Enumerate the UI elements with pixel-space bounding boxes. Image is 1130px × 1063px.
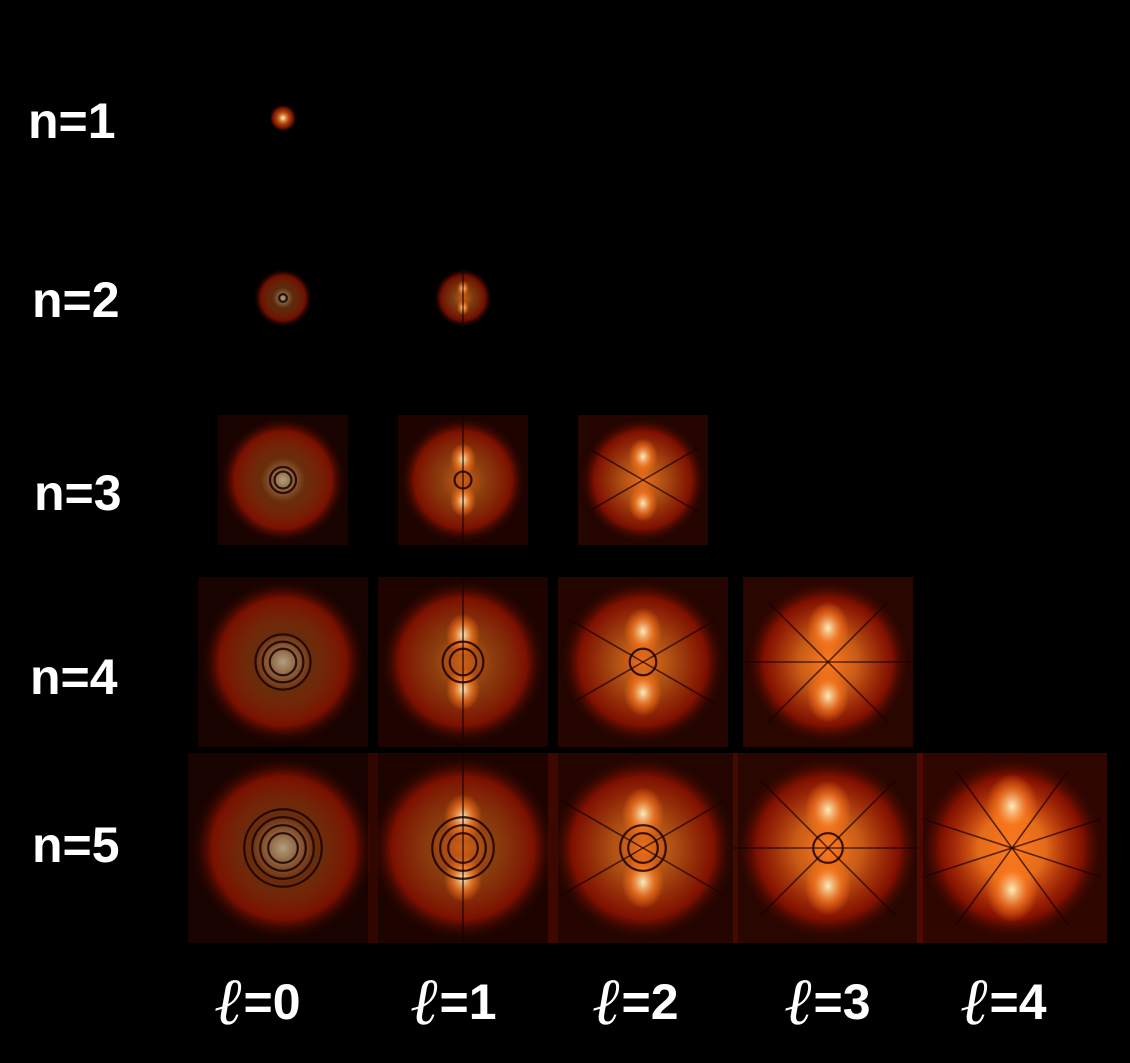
angular-node-line (586, 446, 700, 514)
ell-symbol: ℓ (960, 963, 988, 1040)
radial-node-ring (619, 824, 667, 872)
orbital-n2-l0 (253, 268, 313, 328)
radial-node-ring (273, 470, 293, 490)
radial-node-ring (278, 293, 289, 304)
orbital-lobe (986, 857, 1038, 923)
ell-symbol: ℓ (214, 963, 242, 1040)
col-label-value: =4 (989, 974, 1047, 1030)
orbital-glow (269, 104, 297, 132)
col-label-l0: ℓ=0 (214, 963, 301, 1040)
orbital-n4-l2 (558, 577, 728, 747)
orbital-glow (188, 753, 378, 943)
orbital-n4-l3 (743, 577, 913, 747)
col-label-l4: ℓ=4 (960, 963, 1047, 1040)
orbital-n5-l0 (188, 753, 378, 943)
orbital-lobe (623, 668, 663, 717)
radial-node-ring (259, 824, 307, 872)
radial-node-ring (268, 465, 298, 495)
row-label-n2: n=2 (32, 272, 120, 328)
orbital-glow (218, 415, 348, 545)
orbital-lobe (806, 669, 850, 723)
angular-node-line (568, 618, 718, 706)
col-label-value: =0 (243, 974, 301, 1030)
radial-node-ring (627, 832, 659, 864)
ell-symbol: ℓ (784, 963, 812, 1040)
radial-node-ring (251, 816, 315, 880)
col-label-l3: ℓ=3 (784, 963, 871, 1040)
row-label-n1: n=1 (28, 93, 116, 149)
row-label-n3: n=3 (34, 465, 122, 521)
orbital-glow (253, 268, 313, 328)
orbital-lobe (804, 856, 852, 916)
row-label-n4: n=4 (30, 649, 118, 705)
orbital-n5-l1 (368, 753, 558, 943)
orbital-lobe (804, 780, 852, 840)
orbital-n3-l2 (578, 415, 708, 545)
col-label-value: =3 (813, 974, 871, 1030)
orbital-lobe (628, 438, 658, 475)
orbital-n4-l1 (378, 577, 548, 747)
radial-node-ring (267, 832, 299, 864)
col-label-value: =1 (439, 974, 497, 1030)
radial-node-ring (254, 633, 312, 691)
orbital-lobe (986, 773, 1038, 839)
orbital-n4-l0 (198, 577, 368, 747)
col-label-l1: ℓ=1 (410, 963, 497, 1040)
angular-node-line (760, 780, 896, 916)
radial-node-ring (628, 647, 658, 677)
angular-node-line (560, 799, 726, 897)
radial-node-ring (268, 647, 298, 677)
row-label-n5: n=5 (32, 817, 120, 873)
orbital-n3-l0 (218, 415, 348, 545)
orbital-n2-l1 (433, 268, 493, 328)
col-label-l2: ℓ=2 (592, 963, 679, 1040)
orbital-n1-l0 (269, 104, 297, 132)
col-label-value: =2 (621, 974, 679, 1030)
orbital-n3-l1 (398, 415, 528, 545)
orbital-glow (198, 577, 368, 747)
orbital-lobe (628, 485, 658, 522)
radial-node-ring (243, 808, 323, 888)
radial-node-ring (261, 640, 305, 684)
ell-symbol: ℓ (592, 963, 620, 1040)
orbital-lobe (623, 607, 663, 656)
orbital-lobe (806, 601, 850, 655)
orbital-n5-l2 (548, 753, 738, 943)
angular-node-line (955, 770, 1069, 926)
angular-node-line (767, 601, 889, 723)
orbital-n5-l4 (917, 753, 1107, 943)
ell-symbol: ℓ (410, 963, 438, 1040)
orbital-n5-l3 (733, 753, 923, 943)
